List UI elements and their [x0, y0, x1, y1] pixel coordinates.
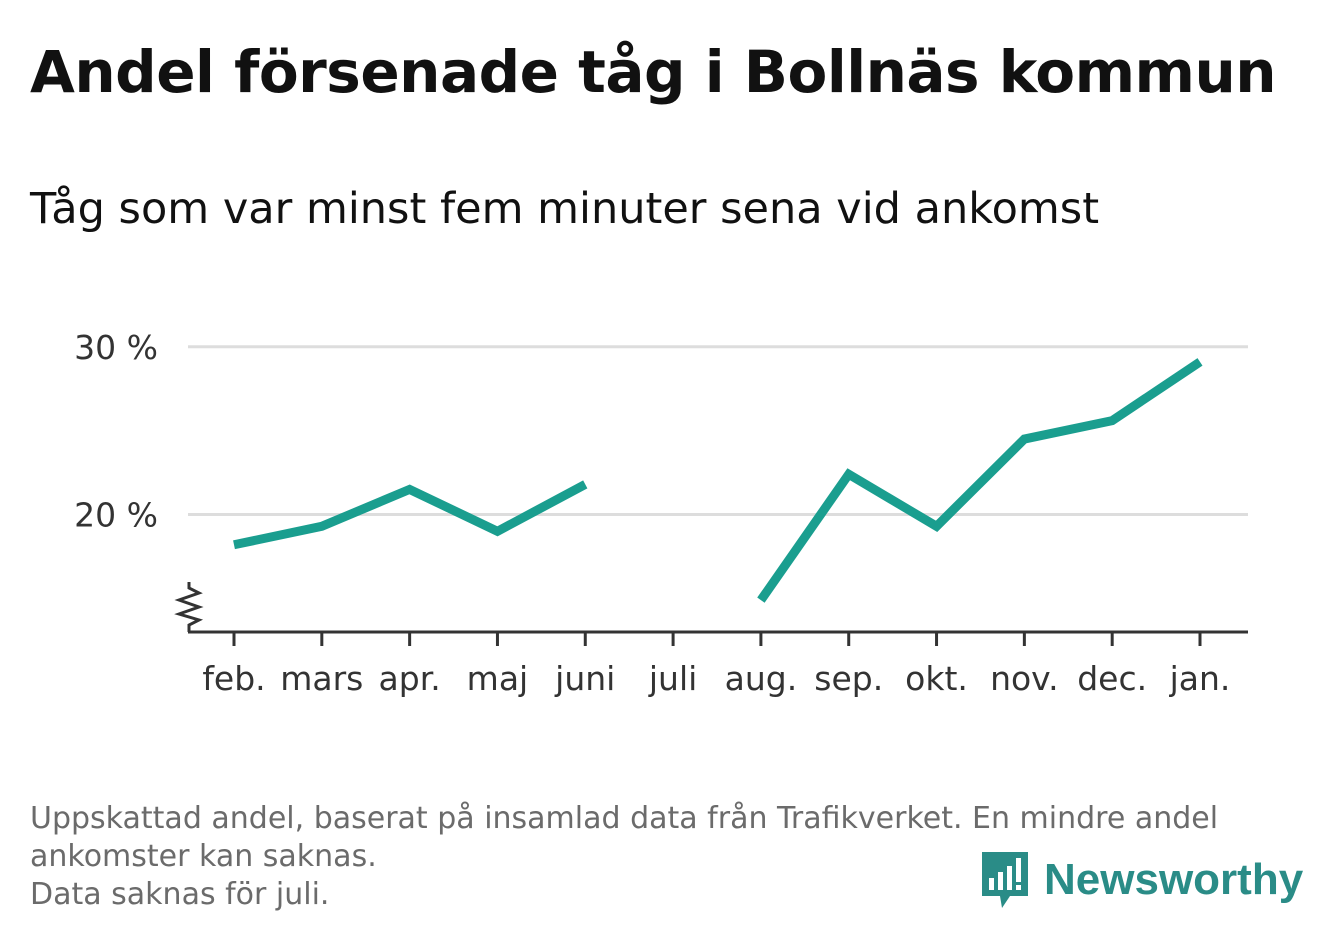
x-tick-label: juli [648, 659, 697, 698]
axis-break-icon [174, 582, 204, 632]
x-axis-labels: feb. mars apr. maj juni juli aug. sep. okt. nov. d… [202, 659, 1230, 698]
x-tick-label: apr. [379, 659, 441, 698]
x-tick-label: nov. [990, 659, 1059, 698]
footnotes: Uppskattad andel, baserat på insamlad da… [30, 800, 1280, 914]
x-tick-label: feb. [202, 659, 265, 698]
y-tick-label: 30 % [74, 328, 158, 367]
y-tick-label: 20 % [74, 496, 158, 535]
gridlines [188, 345, 1248, 517]
axis-break-zigzag [174, 582, 204, 632]
footnote-line: Data saknas för juli. [30, 877, 330, 912]
newsworthy-chart-bubble-icon [982, 852, 1028, 908]
brand-name: Newsworthy [1044, 855, 1304, 904]
x-tick-label: mars [280, 659, 363, 698]
chart-subtitle: Tåg som var minst fem minuter sena vid a… [30, 184, 1100, 234]
x-tick-label: sep. [814, 659, 883, 698]
x-tick-label: aug. [725, 659, 798, 698]
footnote-line: Uppskattad andel, baserat på insamlad da… [30, 801, 1219, 836]
footnote-line: ankomster kan saknas. [30, 839, 377, 874]
x-tick-label: maj [467, 659, 529, 698]
x-tick-label: dec. [1077, 659, 1147, 698]
brand-logo: Newsworthy [980, 850, 1303, 910]
series-line [757, 358, 1203, 603]
series-line [233, 480, 588, 550]
y-axis-labels: 20 % 30 % [74, 328, 158, 535]
x-axis [188, 630, 1248, 646]
x-tick-label: okt. [905, 659, 968, 698]
series-lines [233, 358, 1203, 603]
x-tick-label: juni [554, 659, 615, 698]
x-tick-label: jan. [1169, 659, 1231, 698]
chart-title: Andel försenade tåg i Bollnäs kommun [30, 38, 1277, 106]
